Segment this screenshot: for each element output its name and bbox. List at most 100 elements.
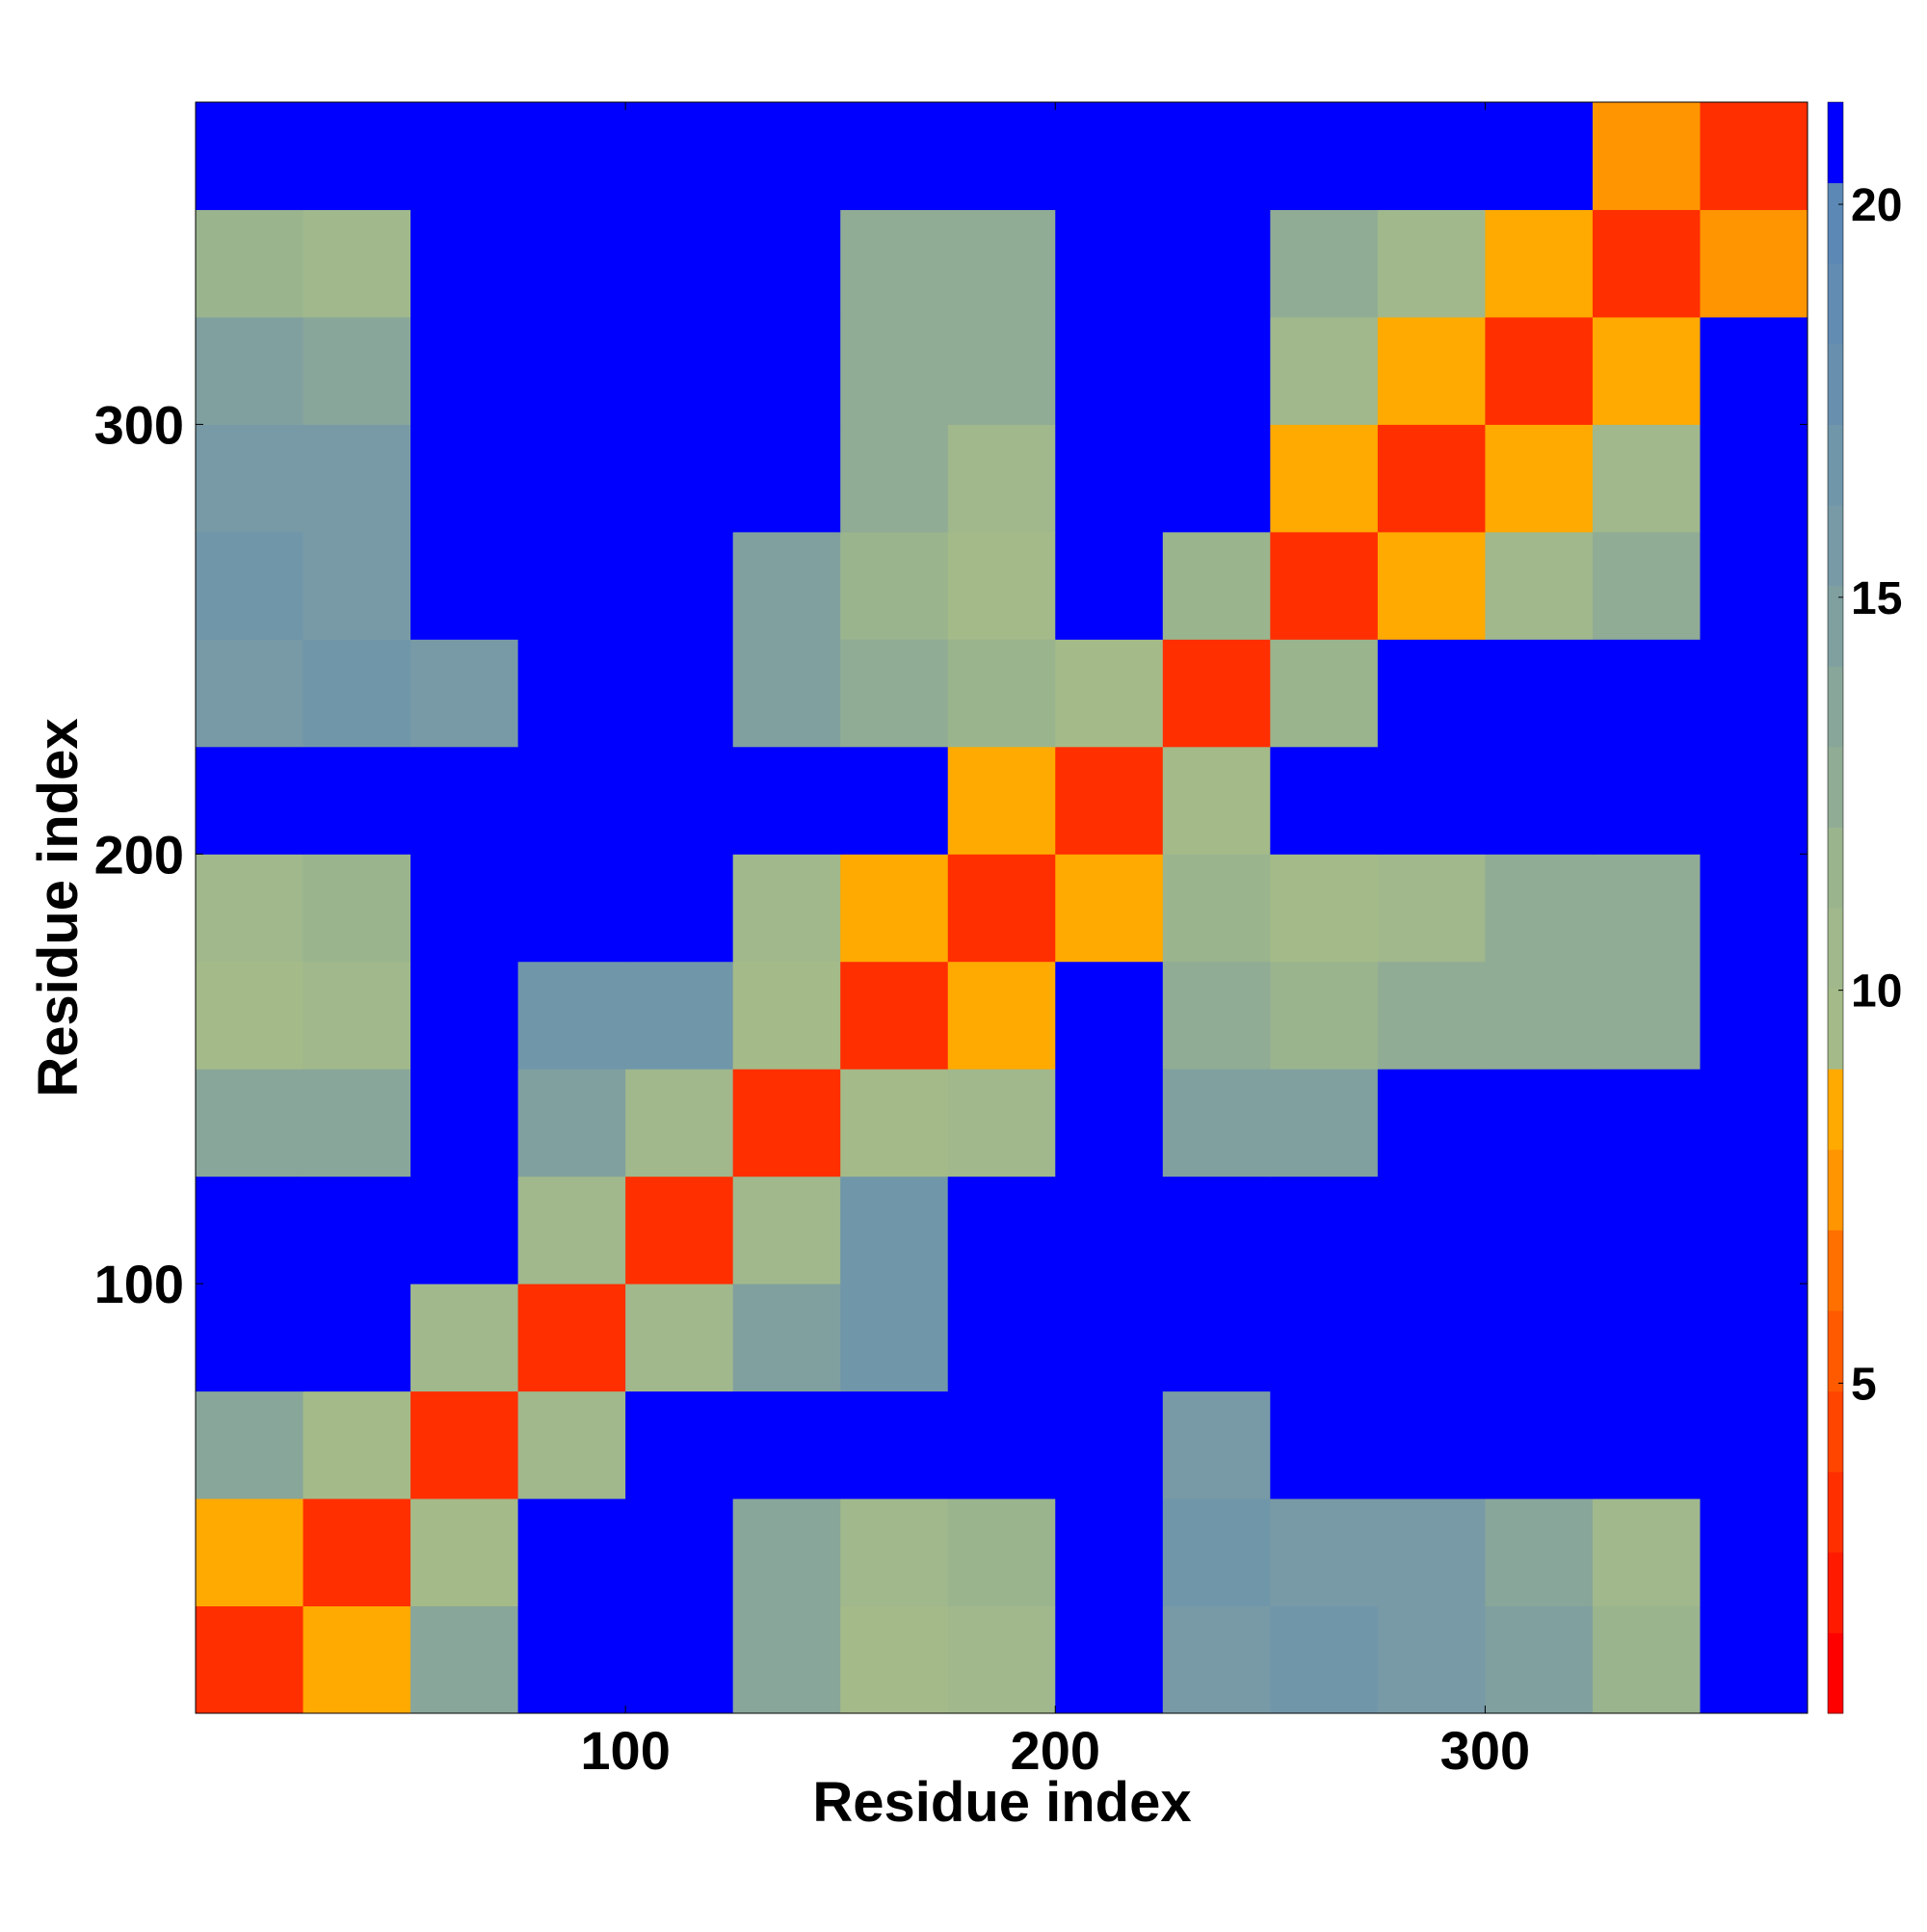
y-tick-label: 300	[94, 394, 184, 455]
heatmap-cell	[517, 316, 626, 425]
heatmap-cell	[196, 746, 304, 855]
heatmap-cell	[1162, 1498, 1271, 1607]
heatmap-cell	[196, 424, 304, 533]
heatmap-cell	[732, 1069, 841, 1178]
colorbar-band	[1828, 1310, 1843, 1392]
colorbar-band	[1828, 102, 1843, 184]
heatmap-cell	[1485, 102, 1594, 210]
heatmap-cell	[1055, 854, 1164, 963]
heatmap-cell	[840, 1390, 949, 1499]
heatmap-cell	[517, 1176, 626, 1284]
heatmap-cell	[517, 746, 626, 855]
colorbar-band	[1828, 585, 1843, 667]
heatmap-cell	[947, 746, 1056, 855]
heatmap-cell	[1485, 746, 1594, 855]
heatmap-cell	[625, 1284, 734, 1392]
heatmap-cell	[1162, 209, 1271, 318]
heatmap-cell	[1700, 854, 1808, 963]
heatmap-cell	[1055, 531, 1164, 640]
heatmap-cell	[196, 531, 304, 640]
heatmap-cell	[1377, 424, 1486, 533]
colorbar-band	[1828, 1149, 1843, 1231]
heatmap-cell	[1162, 961, 1271, 1070]
heatmap-cell	[840, 209, 949, 318]
heatmap-cell	[1700, 746, 1808, 855]
heatmap-cell	[947, 1498, 1056, 1607]
heatmap-cell	[1700, 1176, 1808, 1284]
heatmap-cell	[303, 1284, 411, 1392]
x-tick-label: 300	[1440, 1720, 1530, 1781]
heatmap-cell	[1162, 1069, 1271, 1178]
heatmap-cell	[1485, 1390, 1594, 1499]
heatmap-cell	[196, 1605, 304, 1714]
heatmap-cell	[732, 854, 841, 963]
heatmap-cell	[1055, 961, 1164, 1070]
heatmap-cell	[1377, 961, 1486, 1070]
heatmap-cell	[1485, 1605, 1594, 1714]
heatmap-cell	[840, 1605, 949, 1714]
heatmap-cell	[1700, 316, 1808, 425]
heatmap	[196, 102, 1808, 1714]
heatmap-cell	[1055, 1605, 1164, 1714]
heatmap-cell	[303, 424, 411, 533]
heatmap-cell	[1485, 961, 1594, 1070]
heatmap-cell	[517, 961, 626, 1070]
heatmap-cell	[840, 961, 949, 1070]
heatmap-cell	[1592, 424, 1701, 533]
colorbar-band	[1828, 182, 1843, 264]
colorbar-tick-label: 20	[1851, 180, 1902, 231]
heatmap-cell	[303, 1605, 411, 1714]
y-axis-label: Residue index	[27, 718, 90, 1097]
heatmap-cell	[1700, 1284, 1808, 1392]
heatmap-cell	[196, 1498, 304, 1607]
heatmap-cell	[840, 1284, 949, 1392]
heatmap-cell	[947, 854, 1056, 963]
colorbar-band	[1828, 1230, 1843, 1311]
heatmap-cell	[840, 424, 949, 533]
heatmap-cell	[1270, 961, 1379, 1070]
heatmap-cell	[410, 1176, 519, 1284]
heatmap-cell	[1162, 746, 1271, 855]
heatmap-cell	[947, 531, 1056, 640]
heatmap-cell	[840, 316, 949, 425]
heatmap-cell	[410, 1390, 519, 1499]
heatmap-cell	[1700, 102, 1808, 210]
colorbar-band	[1828, 666, 1843, 748]
heatmap-cell	[1270, 1390, 1379, 1499]
heatmap-cell	[1162, 1176, 1271, 1284]
heatmap-cell	[1592, 854, 1701, 963]
heatmap-cell	[732, 1605, 841, 1714]
heatmap-cell	[732, 1176, 841, 1284]
heatmap-cell	[303, 102, 411, 210]
heatmap-cell	[303, 316, 411, 425]
colorbar-frame	[1827, 101, 1844, 1714]
heatmap-cell	[1270, 102, 1379, 210]
heatmap-cell	[947, 961, 1056, 1070]
heatmap-cell	[1162, 316, 1271, 425]
colorbar-band	[1828, 263, 1843, 345]
heatmap-cell	[410, 531, 519, 640]
heatmap-cell	[1377, 1498, 1486, 1607]
heatmap-cell	[1700, 209, 1808, 318]
heatmap-cell	[1055, 1390, 1164, 1499]
heatmap-cell	[196, 209, 304, 318]
heatmap-cell	[410, 209, 519, 318]
heatmap-cell	[1162, 1605, 1271, 1714]
colorbar-band	[1828, 424, 1843, 506]
heatmap-cell	[1270, 746, 1379, 855]
heatmap-cell	[196, 961, 304, 1070]
colorbar-tick-label: 5	[1851, 1359, 1877, 1410]
heatmap-cell	[1055, 746, 1164, 855]
heatmap-cell	[1700, 531, 1808, 640]
heatmap-cell	[1377, 1390, 1486, 1499]
heatmap-cell	[1592, 316, 1701, 425]
heatmap-cell	[196, 854, 304, 963]
heatmap-cell	[1485, 854, 1594, 963]
heatmap-cell	[1592, 639, 1701, 748]
heatmap-cell	[303, 1390, 411, 1499]
heatmap-cell	[947, 209, 1056, 318]
colorbar: 5 10 15 20	[1827, 101, 1902, 1714]
heatmap-cell	[1377, 639, 1486, 748]
heatmap-cell	[732, 961, 841, 1070]
heatmap-cell	[1592, 102, 1701, 210]
